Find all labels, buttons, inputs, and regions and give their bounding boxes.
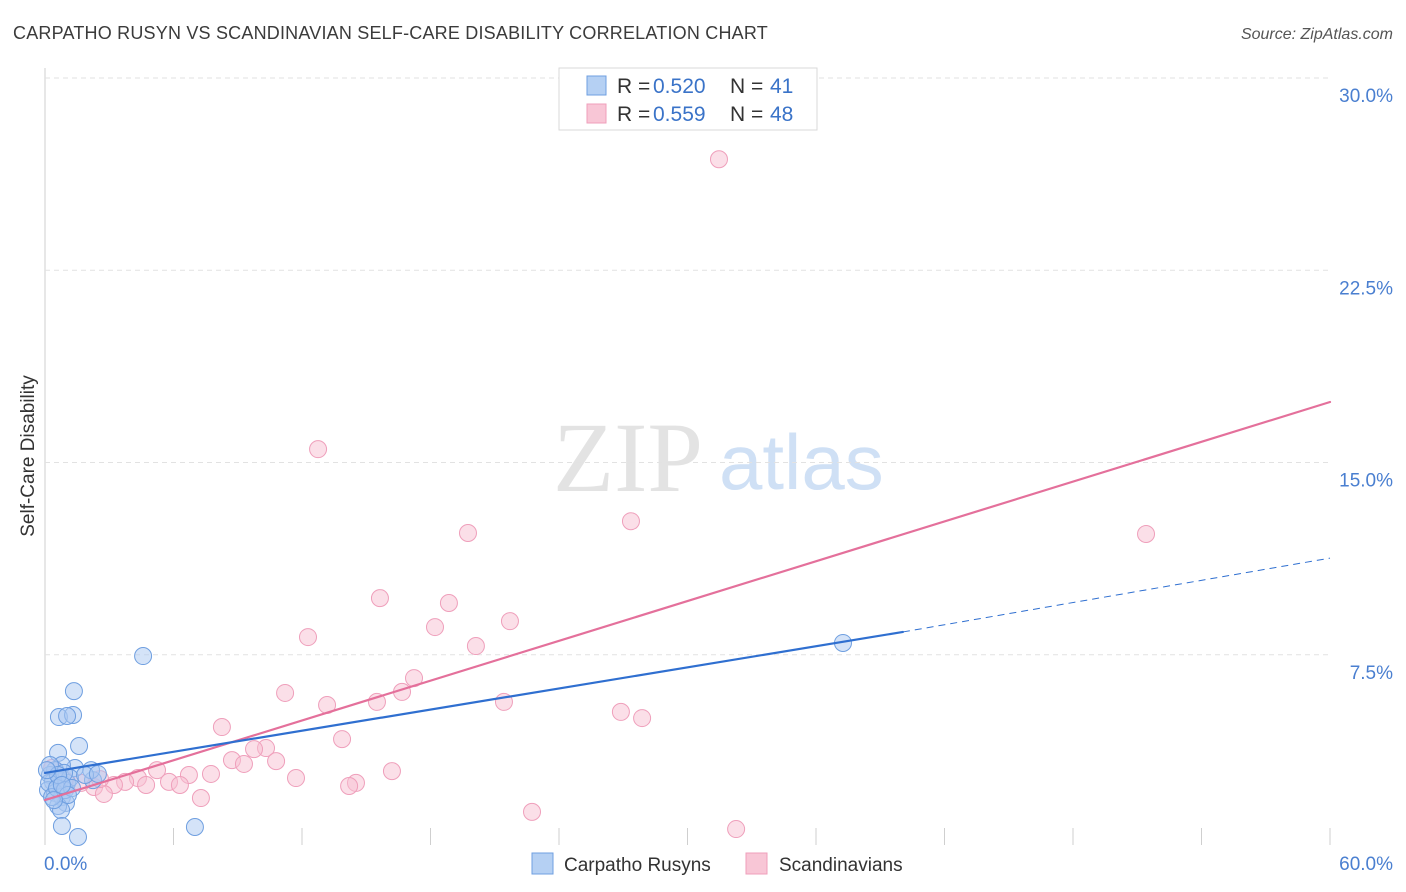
scandinavians-point [191, 789, 210, 808]
legend-r-label: R = [617, 75, 650, 98]
y-tick-label: 30.0% [1339, 86, 1393, 107]
scandinavians-point [170, 775, 189, 794]
y-tick-label: 7.5% [1350, 663, 1393, 684]
legend-n-label: N = [730, 103, 763, 126]
x-tick-label-max: 60.0% [1339, 854, 1393, 875]
legend-n-value: 48 [770, 103, 793, 126]
legend-r-value: 0.520 [653, 75, 706, 98]
y-axis-label: Self-Care Disability [18, 375, 39, 537]
legend-swatch-carpatho-rusyns [586, 75, 607, 96]
legend-n-label: N = [730, 75, 763, 98]
carpatho-rusyns-point [52, 775, 71, 794]
scandinavians-point [425, 618, 444, 637]
scandinavians-point [621, 512, 640, 531]
carpatho-rusyns-point [52, 816, 71, 835]
watermark-zip: ZIP [553, 402, 703, 513]
scandinavians-point [287, 769, 306, 788]
series-legend: Carpatho Rusyns Scandinavians [531, 852, 903, 876]
stats-legend: R = 0.520 N = 41 R = 0.559 N = 48 [558, 67, 818, 131]
scandinavians-point [212, 718, 231, 737]
series-legend-swatch-scandinavians [745, 852, 768, 875]
grid: 7.5% 15.0% 22.5% 30.0% [45, 77, 1393, 684]
scandinavians-point [633, 709, 652, 728]
scandinavians-point [370, 589, 389, 608]
series-legend-swatch-carpatho-rusyns [531, 852, 554, 875]
scandinavians-point [500, 612, 519, 631]
source-credit: Source: ZipAtlas.com [1241, 26, 1393, 43]
carpatho-rusyns-point [37, 761, 56, 780]
watermark-logo: ZIP atlas [553, 402, 884, 513]
scandinavians-point [1137, 525, 1156, 544]
scandinavians-point [298, 628, 317, 647]
scandinavians-point [727, 820, 746, 839]
regression-lines [43, 400, 1332, 802]
scandinavians-point [309, 440, 328, 459]
scandinavians-point [439, 593, 458, 612]
legend-r-value: 0.559 [653, 103, 706, 126]
regression-line-carpatho-rusyns [43, 630, 905, 775]
series-legend-label: Carpatho Rusyns [564, 855, 711, 876]
x-ticks [173, 828, 1331, 845]
regression-line-scandinavians [43, 400, 1332, 802]
carpatho-rusyns-point [185, 818, 204, 837]
legend-n-value: 41 [770, 75, 793, 98]
scandinavians-point [234, 754, 253, 773]
scandinavians-point [340, 776, 359, 795]
carpatho-rusyns-point [68, 828, 87, 847]
regression-line-extension-carpatho-rusyns [902, 557, 1331, 633]
scandinavians-point [201, 764, 220, 783]
carpatho-rusyns-point [64, 682, 83, 701]
scandinavians-point [709, 150, 728, 169]
y-tick-label: 22.5% [1339, 278, 1393, 299]
y-tick-label: 15.0% [1339, 471, 1393, 492]
scandinavians-point [466, 637, 485, 656]
carpatho-rusyns-point [88, 764, 107, 783]
carpatho-rusyns-point [134, 647, 153, 666]
scandinavians-point [611, 702, 630, 721]
legend-swatch-scandinavians [586, 103, 607, 124]
series-legend-label: Scandinavians [779, 855, 903, 876]
scandinavians-point [276, 683, 295, 702]
scandinavians-point [523, 802, 542, 821]
scandinavians-point [458, 523, 477, 542]
scandinavians-point [245, 740, 264, 759]
carpatho-rusyns-point [70, 737, 89, 756]
carpatho-rusyns-point [58, 707, 77, 726]
scandinavians-point [267, 752, 286, 771]
legend-r-label: R = [617, 103, 650, 126]
scandinavians-point [382, 762, 401, 781]
x-tick-label-min: 0.0% [44, 854, 87, 875]
scandinavians-point [333, 730, 352, 749]
scandinavians-point [94, 784, 113, 803]
series-carpatho-rusyns-points [37, 633, 852, 847]
scandinavians-point [137, 775, 156, 794]
chart-title: CARPATHO RUSYN VS SCANDINAVIAN SELF-CARE… [13, 23, 768, 43]
